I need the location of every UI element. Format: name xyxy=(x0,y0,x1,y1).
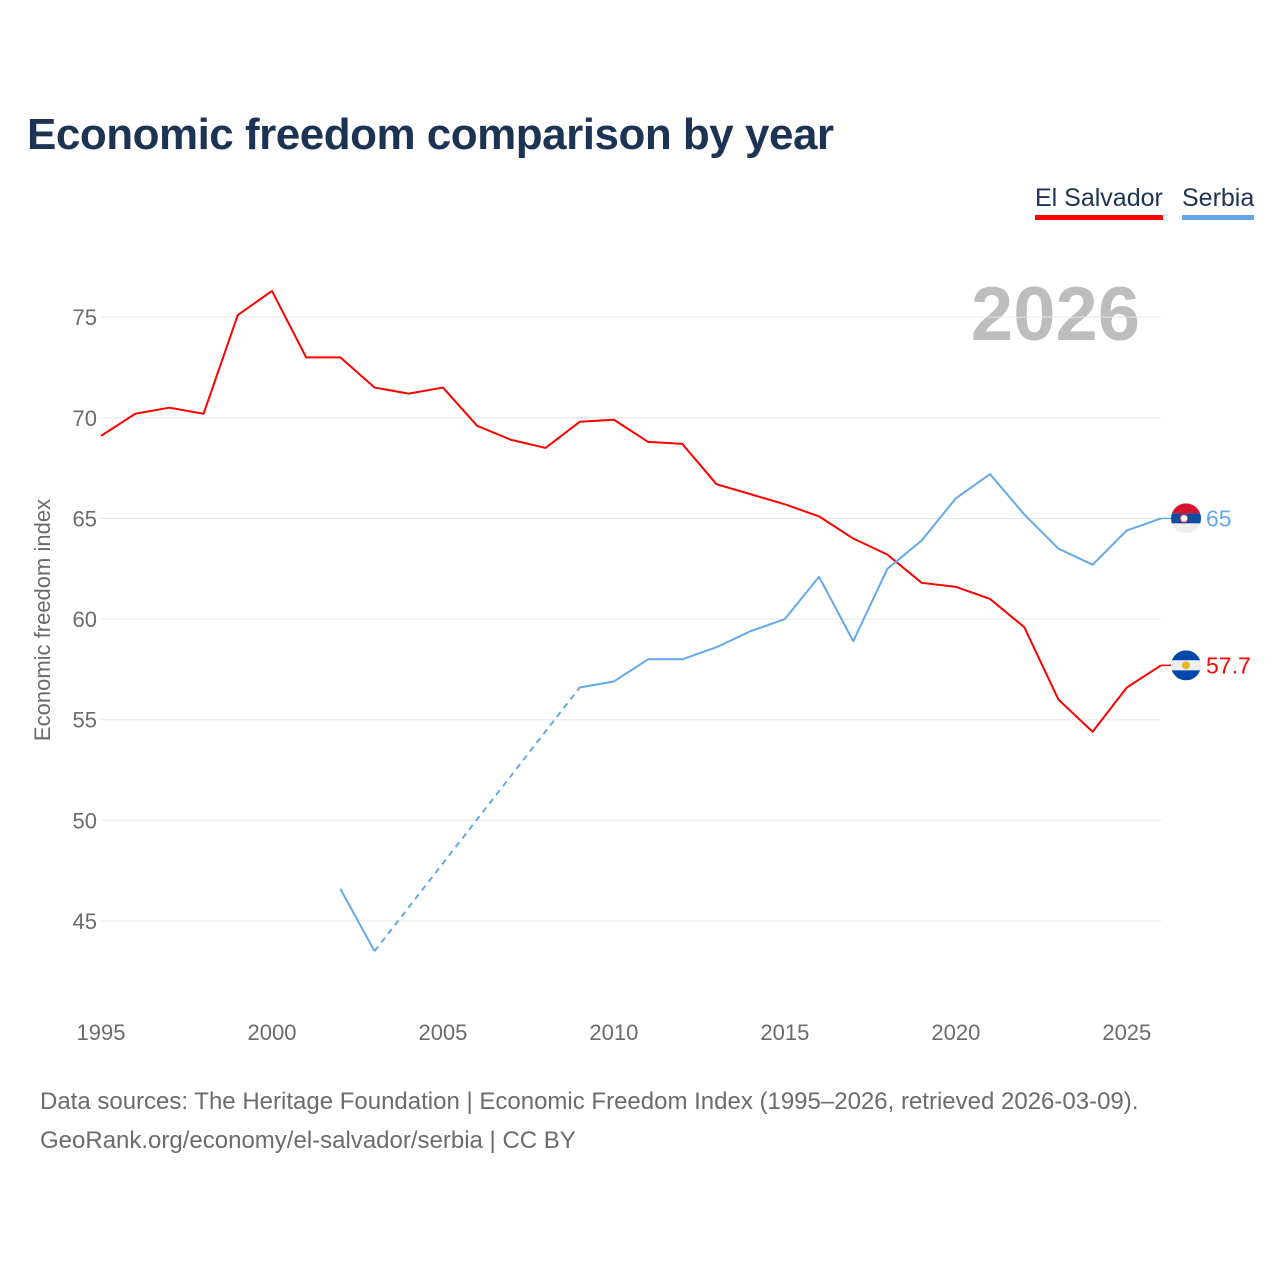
y-tick-label: 50 xyxy=(73,808,97,833)
x-tick-label: 2025 xyxy=(1102,1020,1151,1045)
chart-title: Economic freedom comparison by year xyxy=(27,110,834,159)
flag-band xyxy=(1171,523,1201,534)
flag-serbia-icon xyxy=(1171,503,1201,534)
year-watermark: 2026 xyxy=(971,272,1140,357)
y-tick-label: 60 xyxy=(73,607,97,632)
data-sources: Data sources: The Heritage Foundation | … xyxy=(40,1088,1139,1115)
flag-el-salvador-icon xyxy=(1171,650,1201,681)
source-url[interactable]: GeoRank.org/economy/el-salvador/serbia |… xyxy=(40,1127,576,1154)
flag-emblem xyxy=(1182,661,1190,670)
line-chart: 2026 45 50 55 60 65 70 75 1995 2000 2005 2010 2015 2… xyxy=(30,272,1251,1045)
flag-band xyxy=(1171,670,1201,681)
x-tick-label: 2005 xyxy=(418,1020,467,1045)
y-tick-label: 45 xyxy=(73,909,97,934)
legend-el-salvador[interactable]: El Salvador xyxy=(1035,184,1163,220)
y-axis-label: Economic freedom index xyxy=(30,499,55,741)
end-value-label-el-salvador: 57.7 xyxy=(1206,652,1251,678)
legend-serbia[interactable]: Serbia xyxy=(1182,184,1255,220)
x-tick-label: 2010 xyxy=(589,1020,638,1045)
series-line-serbia xyxy=(339,888,376,952)
x-tick-label: 2000 xyxy=(247,1020,296,1045)
x-tick-label: 2015 xyxy=(760,1020,809,1045)
series-line-el-salvador xyxy=(100,289,1162,733)
series-gap-serbia xyxy=(373,686,581,952)
y-tick-label: 75 xyxy=(73,305,97,330)
y-tick-label: 65 xyxy=(73,506,97,531)
y-tick-label: 55 xyxy=(73,708,97,733)
end-value-label-serbia: 65 xyxy=(1206,505,1232,531)
x-tick-label: 2020 xyxy=(931,1020,980,1045)
flag-emblem xyxy=(1179,513,1189,523)
flag-band xyxy=(1171,503,1201,514)
series-line-serbia xyxy=(579,473,1162,689)
y-tick-label: 70 xyxy=(73,406,97,431)
flag-band xyxy=(1171,650,1201,661)
x-tick-label: 1995 xyxy=(77,1020,126,1045)
